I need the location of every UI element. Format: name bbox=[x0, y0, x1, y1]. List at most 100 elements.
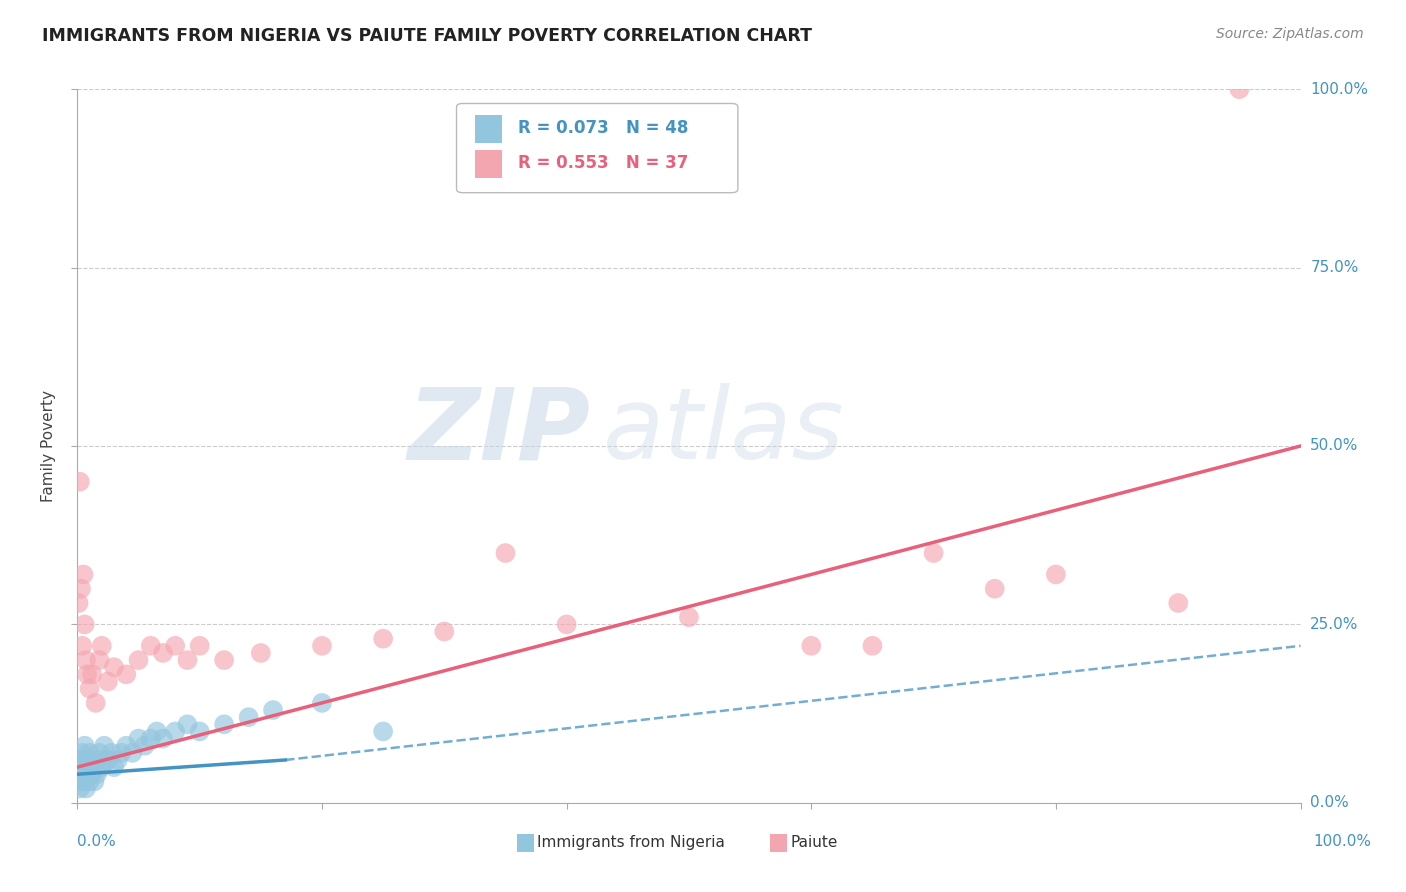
Text: 75.0%: 75.0% bbox=[1310, 260, 1358, 275]
Point bbox=[922, 546, 945, 560]
Point bbox=[165, 639, 187, 653]
Point bbox=[84, 696, 107, 710]
Point bbox=[250, 646, 273, 660]
Point bbox=[72, 774, 94, 789]
Point bbox=[146, 724, 169, 739]
Text: 100.0%: 100.0% bbox=[1310, 82, 1368, 96]
Point bbox=[139, 639, 162, 653]
Text: ZIP: ZIP bbox=[408, 384, 591, 480]
Point bbox=[89, 653, 111, 667]
Point bbox=[115, 739, 138, 753]
Point bbox=[69, 475, 91, 489]
Point bbox=[984, 582, 1007, 596]
Point bbox=[127, 653, 149, 667]
Point bbox=[80, 667, 103, 681]
Point bbox=[100, 746, 122, 760]
Point bbox=[70, 746, 93, 760]
Point bbox=[77, 760, 100, 774]
Point bbox=[103, 760, 125, 774]
Text: 100.0%: 100.0% bbox=[1313, 834, 1371, 849]
Point bbox=[127, 731, 149, 746]
Point bbox=[238, 710, 260, 724]
FancyBboxPatch shape bbox=[475, 115, 502, 144]
Point bbox=[84, 760, 107, 774]
Point bbox=[152, 646, 174, 660]
Point bbox=[862, 639, 884, 653]
Point bbox=[80, 767, 103, 781]
Point bbox=[67, 767, 90, 781]
Point bbox=[262, 703, 284, 717]
Point bbox=[79, 681, 101, 696]
Point bbox=[371, 632, 394, 646]
Point bbox=[67, 596, 90, 610]
Point bbox=[70, 582, 93, 596]
Point bbox=[87, 753, 110, 767]
Point bbox=[89, 746, 111, 760]
Text: 0.0%: 0.0% bbox=[77, 834, 117, 849]
Point bbox=[176, 653, 198, 667]
Point bbox=[90, 760, 112, 774]
Point bbox=[75, 781, 97, 796]
Point bbox=[75, 653, 97, 667]
Point bbox=[371, 724, 394, 739]
Point bbox=[73, 617, 96, 632]
Point bbox=[678, 610, 700, 624]
Point bbox=[79, 774, 101, 789]
Point bbox=[115, 667, 138, 681]
Point bbox=[79, 746, 101, 760]
FancyBboxPatch shape bbox=[475, 150, 502, 178]
Point bbox=[212, 653, 235, 667]
Point bbox=[82, 753, 104, 767]
Point bbox=[311, 639, 333, 653]
Point bbox=[188, 639, 211, 653]
Point bbox=[69, 781, 91, 796]
Point bbox=[97, 753, 120, 767]
Text: Immigrants from Nigeria: Immigrants from Nigeria bbox=[537, 836, 725, 850]
Point bbox=[75, 760, 97, 774]
Point bbox=[70, 639, 93, 653]
Point bbox=[212, 717, 235, 731]
Point bbox=[110, 746, 132, 760]
Text: 25.0%: 25.0% bbox=[1310, 617, 1358, 632]
Point bbox=[800, 639, 823, 653]
Point bbox=[72, 753, 94, 767]
Point bbox=[311, 696, 333, 710]
Point bbox=[90, 639, 112, 653]
Text: 0.0%: 0.0% bbox=[1310, 796, 1348, 810]
Text: 50.0%: 50.0% bbox=[1310, 439, 1358, 453]
Text: atlas: atlas bbox=[603, 384, 845, 480]
Point bbox=[69, 753, 91, 767]
Point bbox=[176, 717, 198, 731]
Point bbox=[70, 767, 93, 781]
Point bbox=[70, 774, 93, 789]
Point bbox=[86, 767, 108, 781]
Y-axis label: Family Poverty: Family Poverty bbox=[41, 390, 56, 502]
Point bbox=[495, 546, 517, 560]
Text: Source: ZipAtlas.com: Source: ZipAtlas.com bbox=[1216, 27, 1364, 41]
Point bbox=[107, 753, 129, 767]
Point bbox=[134, 739, 156, 753]
Point bbox=[70, 760, 93, 774]
FancyBboxPatch shape bbox=[457, 103, 738, 193]
Point bbox=[165, 724, 187, 739]
Point bbox=[76, 767, 98, 781]
Point bbox=[93, 739, 115, 753]
Point bbox=[1167, 596, 1189, 610]
Point bbox=[76, 753, 98, 767]
Point bbox=[72, 567, 94, 582]
Point bbox=[139, 731, 162, 746]
Point bbox=[188, 724, 211, 739]
Text: R = 0.553   N = 37: R = 0.553 N = 37 bbox=[517, 154, 688, 172]
Point bbox=[80, 760, 103, 774]
Point bbox=[97, 674, 120, 689]
Point bbox=[83, 774, 105, 789]
Point bbox=[555, 617, 578, 632]
Point bbox=[152, 731, 174, 746]
Point bbox=[73, 767, 96, 781]
Text: Paiute: Paiute bbox=[790, 836, 838, 850]
Point bbox=[76, 667, 98, 681]
Point bbox=[433, 624, 456, 639]
Point bbox=[121, 746, 143, 760]
Point bbox=[1045, 567, 1067, 582]
Text: R = 0.073   N = 48: R = 0.073 N = 48 bbox=[517, 120, 688, 137]
